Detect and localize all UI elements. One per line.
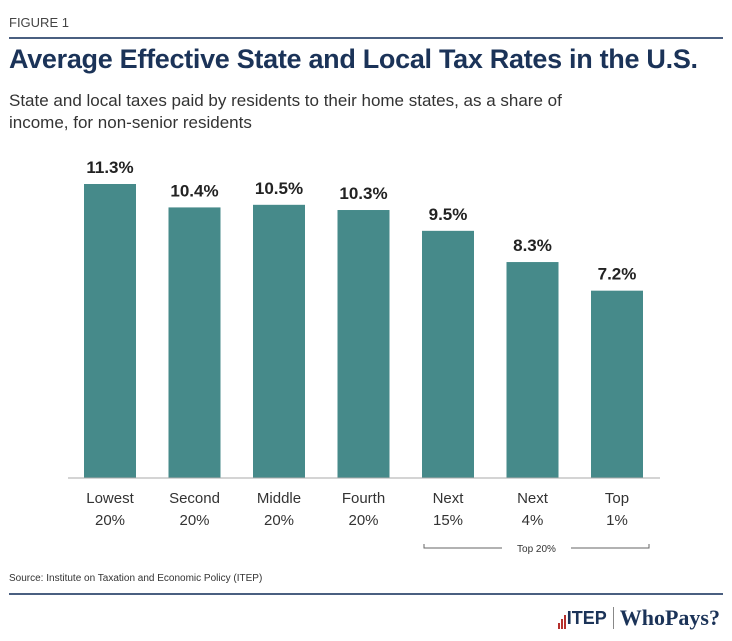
x-tick-label: 1% — [606, 512, 628, 529]
x-tick-label: 4% — [522, 512, 544, 529]
top-rule — [9, 37, 723, 39]
x-tick-label: Lowest — [86, 490, 134, 507]
bar — [253, 204, 305, 479]
whopays-logo: WhoPays? — [619, 605, 720, 630]
bar — [84, 184, 136, 478]
chart-subtitle: State and local taxes paid by residents … — [9, 91, 562, 132]
x-tick-label: 20% — [264, 512, 294, 529]
x-tick-label: 20% — [95, 512, 125, 529]
data-label: 10.4% — [170, 181, 218, 200]
x-tick-label: Middle — [257, 490, 301, 507]
x-tick-label: Next — [517, 490, 549, 507]
bar — [168, 207, 221, 478]
data-label: 9.5% — [429, 205, 468, 224]
x-tick-label: Fourth — [342, 490, 385, 507]
x-tick-label: Second — [169, 490, 220, 507]
group-bracket-label: Top 20% — [517, 544, 556, 555]
bar — [506, 262, 559, 478]
data-label: 10.3% — [339, 184, 387, 203]
bottom-rule — [9, 593, 723, 595]
data-label: 7.2% — [598, 265, 637, 284]
data-label: 11.3% — [86, 158, 133, 177]
bar — [337, 210, 390, 478]
group-bracket — [423, 544, 650, 549]
data-label: 8.3% — [513, 236, 552, 255]
x-tick-label: Next — [433, 490, 465, 507]
logo: ITEP WhoPays? — [557, 605, 720, 631]
x-tick-label: Top — [605, 490, 629, 507]
itep-logo: ITEP — [557, 608, 607, 629]
x-tick-label: 20% — [348, 512, 378, 529]
x-tick-label: 15% — [433, 512, 463, 529]
data-label: 10.5% — [255, 179, 303, 198]
chart-title: Average Effective State and Local Tax Ra… — [9, 44, 698, 74]
figure-label: FIGURE 1 — [9, 15, 69, 30]
source-note: Source: Institute on Taxation and Econom… — [9, 573, 263, 584]
x-tick-label: 20% — [179, 512, 209, 529]
bar — [591, 290, 643, 478]
bar — [422, 230, 474, 478]
